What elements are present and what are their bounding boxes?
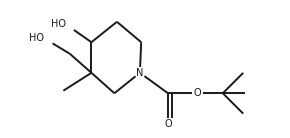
Text: O: O (193, 88, 201, 98)
Text: O: O (164, 119, 172, 129)
Text: HO: HO (29, 33, 44, 43)
Text: HO: HO (51, 19, 66, 29)
Text: N: N (136, 68, 144, 78)
